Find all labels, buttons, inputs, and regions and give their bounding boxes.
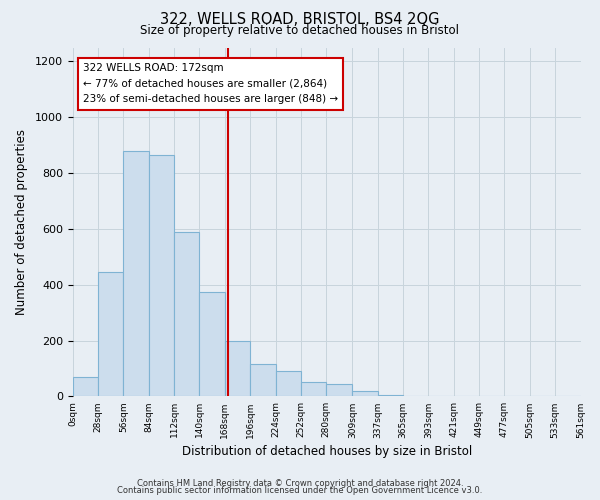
Bar [250,364,275,396]
Bar [124,151,149,396]
Bar [352,392,378,396]
Bar [225,340,250,396]
Bar [275,371,301,396]
Bar [378,395,403,396]
Bar [326,384,352,396]
Text: Size of property relative to detached houses in Bristol: Size of property relative to detached ho… [140,24,460,37]
Bar [73,378,98,396]
Text: 322 WELLS ROAD: 172sqm
← 77% of detached houses are smaller (2,864)
23% of semi-: 322 WELLS ROAD: 172sqm ← 77% of detached… [83,63,338,104]
Bar [98,272,124,396]
Bar [199,292,225,397]
Y-axis label: Number of detached properties: Number of detached properties [15,129,28,315]
Bar [174,232,199,396]
Bar [149,155,174,396]
Bar [301,382,326,396]
Text: Contains HM Land Registry data © Crown copyright and database right 2024.: Contains HM Land Registry data © Crown c… [137,478,463,488]
X-axis label: Distribution of detached houses by size in Bristol: Distribution of detached houses by size … [182,444,472,458]
Text: 322, WELLS ROAD, BRISTOL, BS4 2QG: 322, WELLS ROAD, BRISTOL, BS4 2QG [160,12,440,28]
Text: Contains public sector information licensed under the Open Government Licence v3: Contains public sector information licen… [118,486,482,495]
